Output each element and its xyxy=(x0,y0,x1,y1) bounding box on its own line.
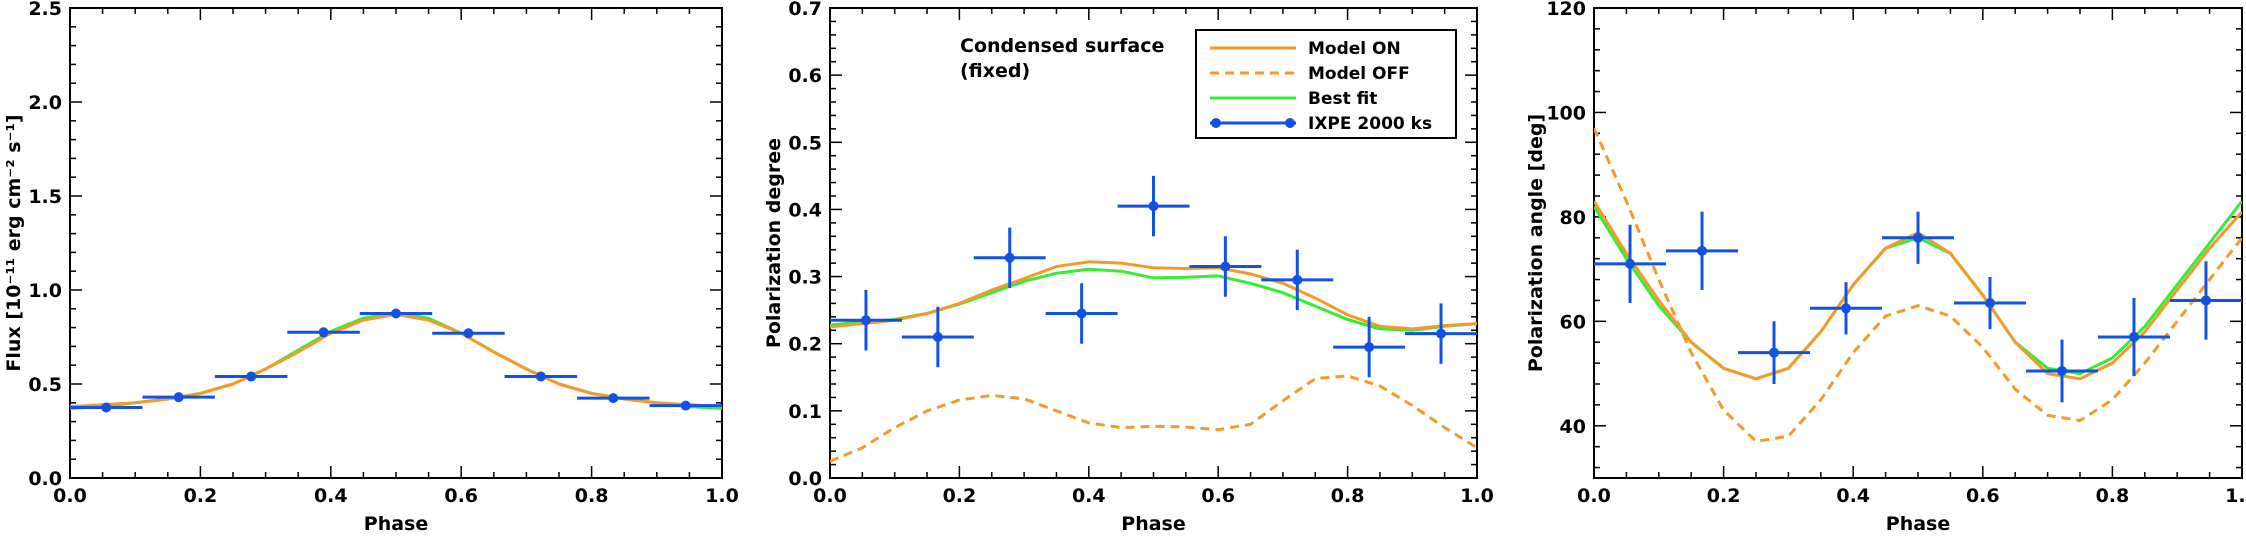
chart-2-point xyxy=(1697,245,1708,256)
chart-0-y-tick-label: 1.5 xyxy=(28,186,62,208)
chart-0-x-tick-label: 0.2 xyxy=(184,485,218,507)
chart-1-y-tick-label: 0.0 xyxy=(788,468,822,490)
chart-1-point xyxy=(1292,274,1303,285)
chart-2-x-tick-label: 0.4 xyxy=(1836,485,1870,507)
chart-0-x-tick-label: 1.0 xyxy=(705,485,739,507)
polarization-degree-panel: 0.0 0.2 0.4 0.6 0.8 1.0 0.0 0.1 0.2 0.3 0.4 0.5 0.6 0… xyxy=(763,0,1494,535)
chart-1-y-tick-label: 0.4 xyxy=(788,199,822,221)
chart-1-y-tick-label: 0.3 xyxy=(788,267,822,289)
chart-2-xlabel: Phase xyxy=(1886,513,1950,535)
chart-0-series-best-fit xyxy=(70,311,722,410)
chart-0-x-tick-label: 0.4 xyxy=(314,485,348,507)
chart-1-point xyxy=(1004,252,1015,263)
chart-1-x-tick-label: 0.8 xyxy=(1331,485,1365,507)
chart-2-point xyxy=(2056,365,2067,376)
chart-1-legend-marker xyxy=(1285,118,1295,128)
chart-1-series-model-on xyxy=(830,260,1477,331)
chart-1-point xyxy=(1148,201,1159,212)
chart-0-point xyxy=(318,327,329,338)
chart-2-point xyxy=(1769,347,1780,358)
chart-1-x-tick-label: 0.2 xyxy=(943,485,977,507)
chart-0-y-tick-label: 0.5 xyxy=(28,374,62,396)
chart-0-point xyxy=(680,400,691,411)
chart-1-y-tick-label: 0.6 xyxy=(788,65,822,87)
chart-2-y-tick-label: 120 xyxy=(1546,0,1586,20)
chart-2-point xyxy=(1841,303,1852,314)
chart-2-x-tick-label: 0.8 xyxy=(2096,485,2130,507)
chart-2-point xyxy=(1625,258,1636,269)
chart-1-y-tick-label: 0.7 xyxy=(788,0,822,20)
chart-1-x-tick-label: 0.4 xyxy=(1072,485,1106,507)
chart-1-point xyxy=(1076,308,1087,319)
chart-1-y-tick-label: 0.1 xyxy=(788,401,822,423)
chart-2-point xyxy=(1984,298,1995,309)
chart-0-xlabel: Phase xyxy=(364,513,428,535)
chart-1-x-tick-label: 0.0 xyxy=(813,485,847,507)
chart-2-x-tick-label: 0.6 xyxy=(1966,485,2000,507)
chart-1-legend-label: Model OFF xyxy=(1308,64,1410,84)
flux-panel: 0.0 0.2 0.4 0.6 0.8 1.0 0.0 0.5 1.0 1.5 2.0 2.5 Phas… xyxy=(3,0,739,535)
chart-2-y-tick-label: 80 xyxy=(1560,207,1586,229)
chart-1-xlabel: Phase xyxy=(1121,513,1185,535)
chart-0-series-model-on xyxy=(70,312,722,409)
chart-1-annotation-line: Condensed surface xyxy=(960,35,1164,57)
chart-0-y-tick-label: 2.0 xyxy=(28,92,62,114)
chart-0-y-tick-label: 0.0 xyxy=(28,468,62,490)
chart-1-legend-label: Best fit xyxy=(1308,89,1377,109)
chart-0-point xyxy=(608,393,619,404)
chart-0-point xyxy=(101,402,112,413)
chart-0-point xyxy=(535,371,546,382)
chart-2-x-tick-label: 0.2 xyxy=(1707,485,1741,507)
chart-1-point xyxy=(1436,328,1447,339)
chart-2-ylabel: Polarization angle [deg] xyxy=(1525,114,1547,372)
chart-1-annotation-line: (fixed) xyxy=(960,60,1030,82)
chart-0-point xyxy=(391,308,401,319)
polarization-angle-panel: 0.0 0.2 0.4 0.6 0.8 1.0 40 60 80 100 120 Phase Polar… xyxy=(1525,0,2246,535)
chart-1-point xyxy=(932,332,943,342)
chart-1-legend-label: IXPE 2000 ks xyxy=(1308,114,1432,134)
chart-0-frame xyxy=(69,7,723,479)
chart-1-series-model-off xyxy=(830,374,1477,463)
chart-1-legend-marker xyxy=(1211,118,1221,128)
chart-0-x-tick-label: 0.6 xyxy=(444,485,478,507)
chart-0-point xyxy=(173,392,184,403)
chart-2-x-tick-label: 1.0 xyxy=(2225,485,2246,507)
chart-2-y-tick-label: 100 xyxy=(1546,102,1586,124)
chart-0-point xyxy=(463,328,474,339)
chart-0-x-tick-label: 0.0 xyxy=(53,485,87,507)
chart-1-point xyxy=(1220,261,1231,272)
chart-1-y-tick-label: 0.5 xyxy=(788,132,822,154)
chart-1-x-tick-label: 1.0 xyxy=(1460,485,1494,507)
chart-0-x-tick-label: 0.8 xyxy=(575,485,609,507)
chart-2-series-model-off xyxy=(1594,127,2242,443)
chart-1-x-tick-label: 0.6 xyxy=(1201,485,1235,507)
chart-2-point xyxy=(1913,232,1923,243)
chart-0-point xyxy=(246,371,257,382)
chart-2-y-tick-label: 40 xyxy=(1560,416,1586,438)
chart-2-point xyxy=(2200,295,2211,306)
chart-1-point xyxy=(860,315,871,326)
chart-1-point xyxy=(1364,342,1375,353)
chart-2-point xyxy=(2128,332,2139,342)
chart-1-legend-label: Model ON xyxy=(1308,39,1401,59)
chart-2-y-tick-label: 60 xyxy=(1560,311,1586,333)
chart-1-ylabel: Polarization degree xyxy=(763,138,785,348)
chart-0-ylabel: Flux [10⁻¹¹ erg cm⁻² s⁻¹] xyxy=(3,114,25,371)
chart-0-y-tick-label: 2.5 xyxy=(28,0,62,20)
chart-1-series-best-fit xyxy=(830,267,1477,332)
chart-0-y-tick-label: 1.0 xyxy=(28,280,62,302)
chart-1-y-tick-label: 0.2 xyxy=(788,334,822,356)
chart-2-x-tick-label: 0.0 xyxy=(1577,485,1611,507)
